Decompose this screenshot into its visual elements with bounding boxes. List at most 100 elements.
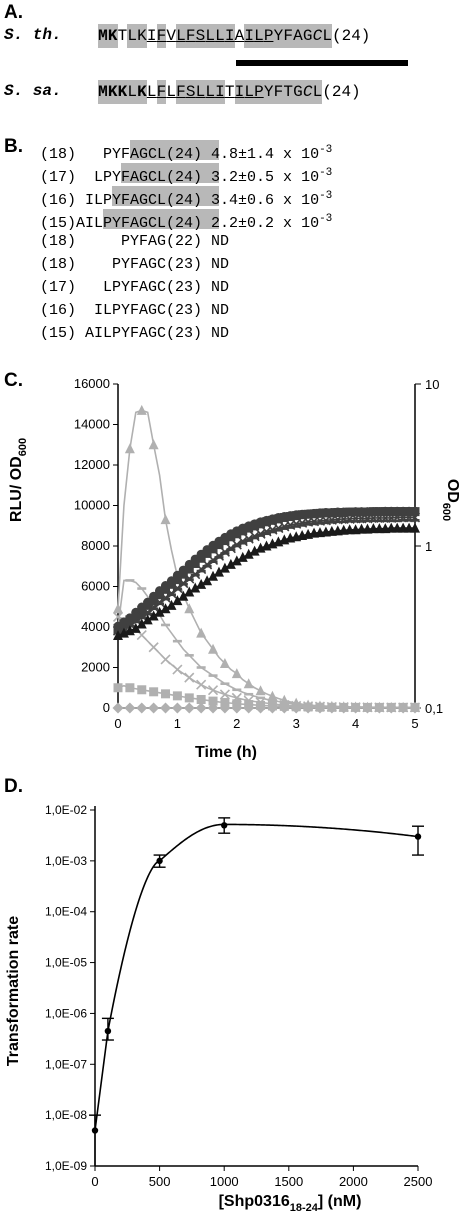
data-point (278, 702, 290, 714)
data-point (267, 690, 278, 701)
peptide-end: (23) (166, 325, 203, 342)
data-point (196, 666, 206, 669)
data-point (267, 515, 277, 525)
data-point (178, 590, 189, 601)
peptide-highlight (121, 163, 219, 183)
y-tick-label: 4000 (81, 619, 110, 634)
data-point (225, 558, 236, 569)
data-point (125, 615, 135, 625)
x-tick-label: 2 (233, 716, 240, 731)
y-tick-label: 1,0E-07 (45, 1057, 87, 1071)
peptide-row: (17) LPYFAGC(23) ND (40, 278, 229, 298)
residue: L (195, 80, 206, 104)
y-tick-label: 16000 (74, 376, 110, 391)
data-point (279, 527, 289, 530)
x-tick-label: 0 (114, 716, 121, 731)
y-tick-label: 8000 (81, 538, 110, 553)
data-point (214, 540, 224, 550)
data-point (104, 1027, 112, 1035)
peptide-end: (23) (166, 279, 203, 296)
data-point (91, 1127, 99, 1134)
data-point (392, 519, 402, 523)
y-tick-label: 2000 (81, 660, 110, 675)
residue: A (293, 24, 303, 48)
y-tick-label: 1,0E-08 (45, 1108, 87, 1122)
peptide-sequence: AILPYFAGC (76, 325, 167, 342)
data-point (267, 699, 277, 702)
data-point (166, 593, 176, 597)
residue: I (215, 80, 225, 104)
data-point (220, 552, 230, 555)
data-point (357, 520, 367, 523)
data-point (131, 611, 141, 621)
data-point (214, 556, 224, 559)
peptide-end: (24) (166, 146, 203, 163)
data-point-group (101, 1017, 114, 1041)
data-point (410, 507, 420, 517)
data-point (333, 520, 343, 524)
data-point (386, 507, 396, 517)
data-point (221, 822, 228, 829)
data-point (155, 590, 165, 600)
data-point (398, 507, 408, 517)
data-point (208, 674, 218, 677)
data-point (326, 702, 338, 714)
residue: L (176, 24, 186, 48)
data-point (362, 519, 372, 523)
y2-tick-label: 10 (425, 377, 439, 392)
peptide-start: (18) (40, 256, 77, 273)
peptide-sequence: PYFAGC (76, 256, 167, 273)
data-point (385, 702, 397, 714)
data-point (172, 575, 182, 585)
data-point (137, 616, 147, 620)
y-tick-label: 10000 (74, 498, 110, 513)
data-point (256, 696, 266, 700)
peptide-row: (18) PYFAG(22) ND (40, 232, 229, 252)
data-point (219, 562, 230, 573)
data-point (172, 691, 182, 701)
data-point (303, 509, 313, 519)
peptide-row: (18) PYFAGCL(24) 4.8±1.4 x 10-3 (40, 140, 333, 163)
data-point (137, 685, 147, 695)
data-point (143, 600, 153, 610)
data-point-group (218, 817, 231, 834)
peptide-start: (16) (40, 302, 77, 319)
data-point (368, 507, 378, 517)
residue: K (137, 80, 147, 104)
data-point (404, 507, 414, 517)
peptide-activity: 3.4±0.6 x 10 (202, 192, 320, 209)
data-point (219, 702, 231, 714)
peptide-activity-exponent: -3 (319, 144, 333, 156)
data-point (160, 654, 171, 665)
data-point (220, 682, 230, 685)
y-tick-label: 1,0E-04 (45, 905, 87, 919)
residue: C (302, 80, 313, 104)
peptide-activity: ND (202, 302, 230, 319)
peptide-start: (17) (40, 279, 77, 296)
residue: S (185, 80, 196, 104)
x-tick-label: 1000 (210, 1174, 239, 1189)
data-point (362, 507, 372, 517)
data-point (148, 642, 159, 653)
data-point (208, 570, 219, 581)
data-point (232, 688, 242, 692)
peptide-highlight (112, 186, 219, 206)
residue: Y (263, 80, 274, 104)
data-point (250, 521, 260, 531)
peptide-activity: 4.8±1.4 x 10 (202, 146, 320, 163)
data-point (267, 530, 277, 534)
residue: F (185, 24, 196, 48)
data-point (130, 622, 141, 633)
peptide-end: (22) (166, 233, 203, 250)
data-point (184, 672, 195, 683)
residue: L (205, 80, 215, 104)
data-point (303, 523, 313, 526)
panel-b-label: B. (4, 136, 23, 157)
data-point (196, 578, 207, 589)
data-point (190, 558, 200, 568)
peptide-activity: ND (202, 325, 230, 342)
data-point (361, 702, 373, 714)
y-tick-label: 1,0E-05 (45, 956, 87, 970)
data-point (226, 532, 236, 542)
residue: F (176, 80, 186, 104)
